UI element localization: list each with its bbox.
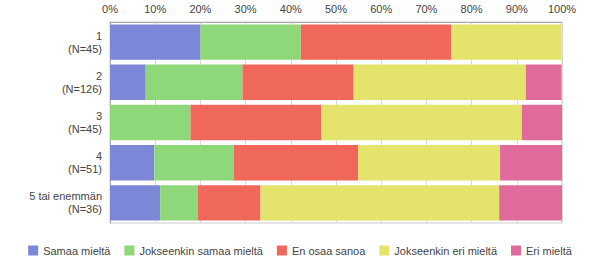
svg-text:Jokseenkin samaa mieltä: Jokseenkin samaa mieltä xyxy=(139,245,263,257)
svg-text:Samaa mieltä: Samaa mieltä xyxy=(43,245,111,257)
svg-text:(N=45): (N=45) xyxy=(68,43,102,55)
svg-text:3: 3 xyxy=(96,110,102,122)
svg-text:60%: 60% xyxy=(370,3,392,15)
svg-text:4: 4 xyxy=(96,150,102,162)
svg-text:Eri mieltä: Eri mieltä xyxy=(526,245,573,257)
svg-text:50%: 50% xyxy=(325,3,347,15)
svg-text:2: 2 xyxy=(96,70,102,82)
svg-text:20%: 20% xyxy=(189,3,211,15)
svg-text:80%: 80% xyxy=(461,3,483,15)
svg-text:10%: 10% xyxy=(144,3,166,15)
svg-text:70%: 70% xyxy=(415,3,437,15)
svg-text:(N=126): (N=126) xyxy=(62,83,102,95)
svg-text:En osaa sanoa: En osaa sanoa xyxy=(292,245,366,257)
svg-text:90%: 90% xyxy=(506,3,528,15)
svg-text:30%: 30% xyxy=(235,3,257,15)
svg-text:100%: 100% xyxy=(548,3,576,15)
svg-text:(N=36): (N=36) xyxy=(68,203,102,215)
svg-text:1: 1 xyxy=(96,30,102,42)
svg-text:(N=51): (N=51) xyxy=(68,163,102,175)
svg-text:40%: 40% xyxy=(280,3,302,15)
svg-text:Jokseenkin eri mieltä: Jokseenkin eri mieltä xyxy=(394,245,498,257)
svg-text:(N=45): (N=45) xyxy=(68,123,102,135)
svg-text:5 tai enemmän: 5 tai enemmän xyxy=(29,190,102,202)
svg-text:0%: 0% xyxy=(102,3,118,15)
